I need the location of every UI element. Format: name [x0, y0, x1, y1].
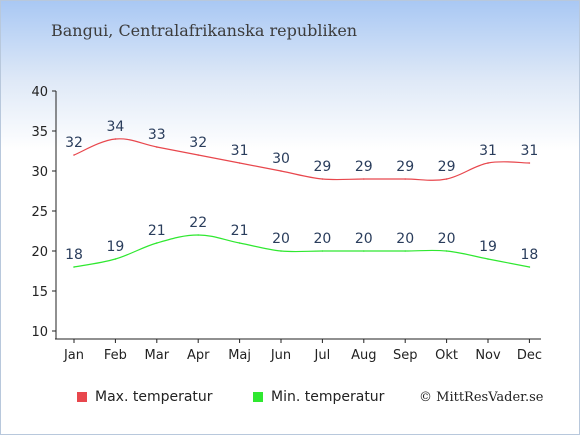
data-point-min: [487, 258, 489, 260]
data-label-min: 20: [272, 231, 290, 247]
x-tick-label: Jul: [314, 348, 331, 363]
data-point-min: [321, 250, 324, 252]
data-label-min: 21: [148, 223, 166, 239]
legend-item-max: Max. temperatur: [77, 389, 213, 405]
data-label-min: 22: [189, 215, 207, 231]
data-point-max: [114, 138, 117, 140]
data-label-max: 29: [396, 159, 414, 175]
data-label-min: 20: [355, 231, 373, 247]
legend-swatch-max: [77, 392, 87, 402]
y-tick-label: 35: [31, 125, 48, 140]
data-point-max: [280, 170, 282, 172]
x-tick-label: Jun: [270, 348, 291, 363]
data-point-min: [280, 250, 282, 252]
x-tick-label: Jan: [63, 348, 84, 363]
y-tick-label: 15: [31, 285, 48, 300]
line-chart: 10 15 20 25 30 35 40 Jan Feb Mar Apr Maj Jun Jul Aug Se…: [31, 85, 542, 363]
data-label-min: 21: [231, 223, 249, 239]
series-line-min: [73, 234, 530, 268]
data-label-min: 19: [479, 239, 497, 255]
x-tick-label: Dec: [517, 348, 542, 363]
data-label-max: 29: [355, 159, 373, 175]
data-label-max: 31: [231, 143, 249, 159]
data-point-min: [238, 242, 241, 244]
legend-label-max: Max. temperatur: [95, 389, 213, 405]
data-point-max: [404, 178, 407, 180]
credit-text: © MittResVader.se: [419, 390, 544, 405]
data-label-max: 31: [479, 143, 497, 159]
data-point-min: [156, 242, 158, 244]
data-label-max: 29: [313, 159, 331, 175]
x-tick-label: Okt: [435, 348, 458, 363]
chart-title: Bangui, Centralafrikanska republiken: [51, 21, 358, 40]
data-point-min: [528, 266, 531, 268]
y-tick-label: 40: [31, 85, 48, 100]
y-tick-label: 25: [31, 205, 48, 220]
legend-label-min: Min. temperatur: [271, 389, 385, 405]
data-point-max: [528, 162, 531, 164]
data-point-max: [156, 146, 158, 148]
data-point-min: [404, 250, 407, 252]
data-point-max: [238, 162, 241, 164]
series-line-max: [73, 138, 530, 181]
data-label-min: 20: [313, 231, 331, 247]
data-point-max: [73, 154, 75, 156]
legend-swatch-min: [253, 392, 263, 402]
data-point-min: [114, 258, 117, 260]
x-tick-label: Mar: [145, 348, 170, 363]
x-tick-label: Aug: [351, 348, 376, 363]
data-point-max: [321, 178, 324, 180]
data-point-min: [197, 234, 199, 236]
data-point-max: [197, 154, 199, 156]
y-tick-label: 20: [31, 245, 48, 260]
data-point-max: [363, 178, 365, 180]
data-label-max: 32: [65, 135, 83, 151]
data-point-min: [363, 250, 365, 252]
data-label-max: 30: [272, 151, 290, 167]
y-tick-label: 30: [31, 165, 48, 180]
data-point-min: [445, 250, 448, 252]
data-label-min: 20: [396, 231, 414, 247]
data-label-min: 18: [65, 247, 83, 263]
data-point-max: [487, 162, 489, 164]
y-tick-label: 10: [31, 325, 48, 340]
legend-item-min: Min. temperatur: [253, 389, 384, 405]
data-label-min: 19: [106, 239, 124, 255]
data-point-max: [445, 178, 448, 180]
x-tick-label: Feb: [104, 348, 127, 363]
data-label-max: 29: [438, 159, 456, 175]
x-tick-label: Apr: [187, 348, 210, 363]
data-label-max: 33: [148, 127, 166, 143]
x-tick-label: Nov: [475, 348, 501, 363]
data-label-max: 32: [189, 135, 207, 151]
x-tick-label: Maj: [228, 348, 251, 363]
data-label-min: 20: [438, 231, 456, 247]
data-point-min: [73, 266, 75, 268]
data-label-max: 34: [106, 119, 124, 135]
x-tick-label: Sep: [393, 348, 418, 363]
data-label-min: 18: [520, 247, 538, 263]
data-label-max: 31: [520, 143, 538, 159]
